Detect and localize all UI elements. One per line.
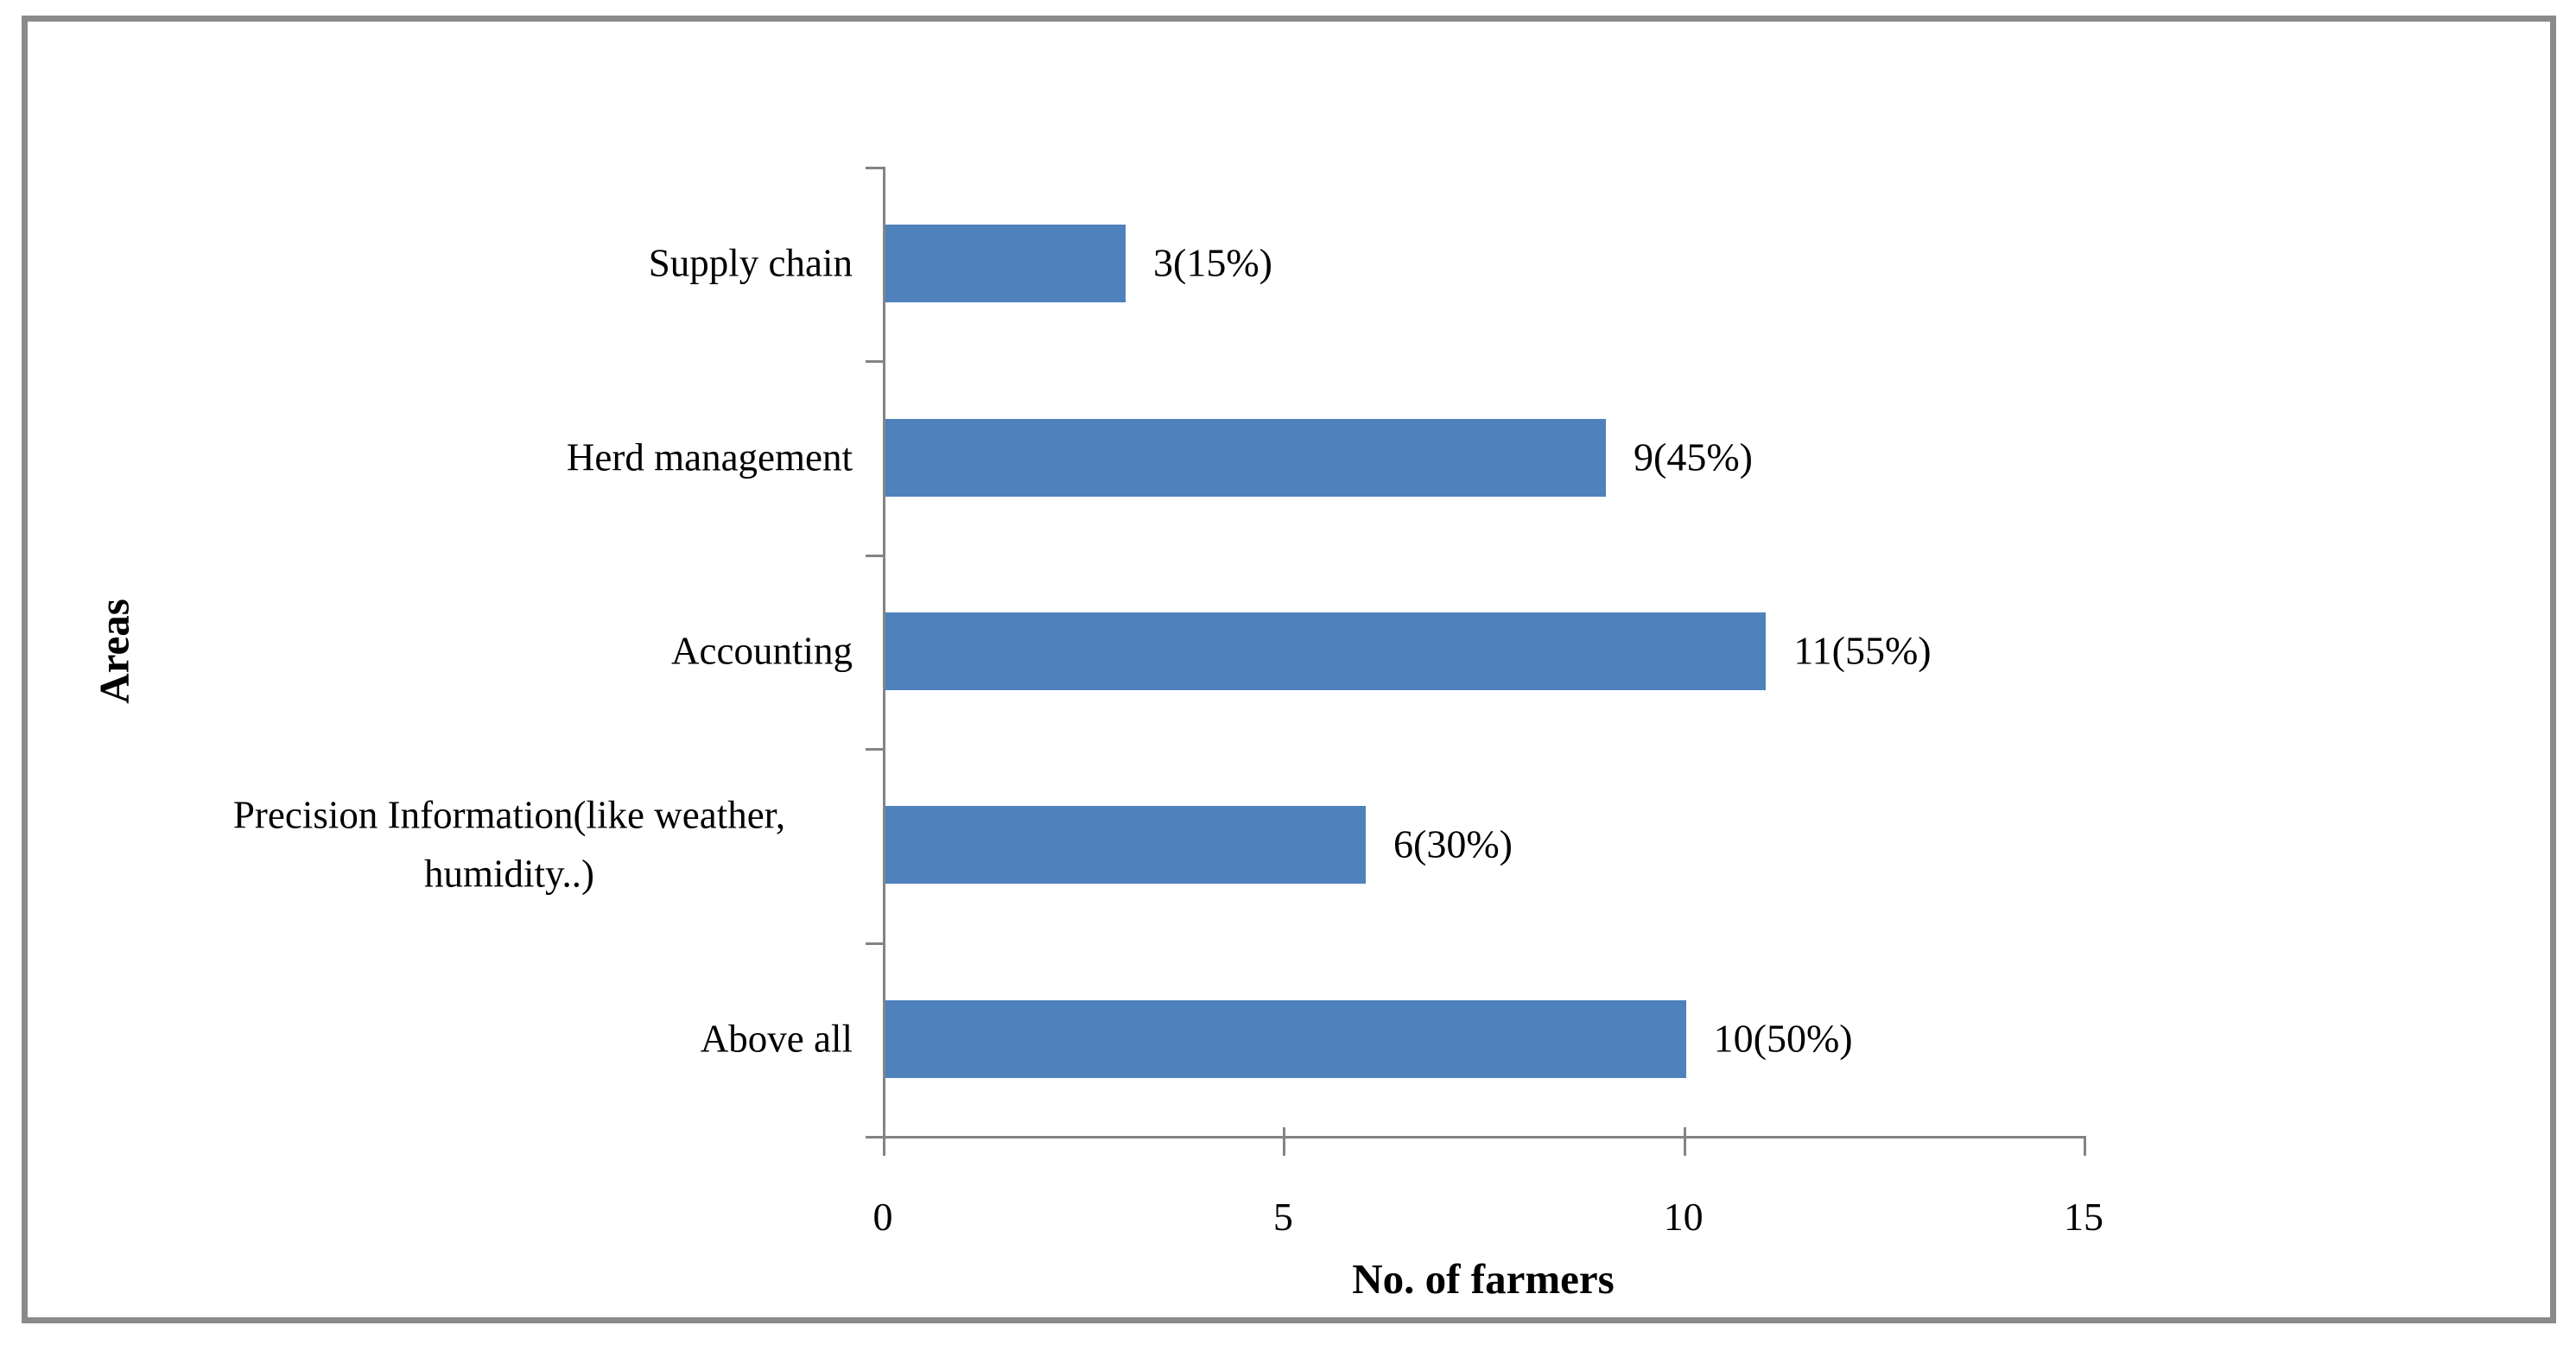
bar (885, 418, 1606, 497)
category-label: Supply chain (648, 241, 853, 285)
x-axis-line (866, 1136, 2086, 1139)
bar-value-label: 10(50%) (1713, 1016, 1853, 1061)
x-axis-tick (2084, 1136, 2086, 1156)
x-axis-tick (1283, 1127, 1286, 1156)
x-tick-label: 5 (1272, 1195, 1293, 1239)
y-axis-tick (866, 748, 883, 752)
bar (885, 806, 1366, 885)
x-axis-tick (1683, 1127, 1686, 1156)
y-axis-tick (866, 554, 883, 557)
category-label: Herd management (566, 434, 853, 479)
x-axis-title: No. of farmers (1352, 1255, 1615, 1303)
y-axis-tick (866, 167, 883, 169)
y-axis-tick (866, 942, 883, 945)
bar-value-label: 6(30%) (1393, 821, 1513, 866)
bar-value-label: 3(15%) (1153, 240, 1272, 285)
bar-value-label: 9(45%) (1634, 434, 1753, 479)
x-tick-label: 10 (1663, 1195, 1704, 1239)
bar-value-label: 11(55%) (1793, 628, 1932, 673)
bar (885, 999, 1686, 1078)
y-axis-tick (866, 360, 883, 364)
x-tick-label: 0 (872, 1195, 893, 1239)
y-axis-title: Areas (90, 599, 138, 704)
category-label: Above all (700, 1017, 853, 1061)
y-axis-line (883, 167, 885, 1156)
category-label: Precision Information(like weather, humi… (232, 793, 786, 896)
bar (885, 612, 1767, 690)
x-tick-label: 15 (2064, 1195, 2103, 1239)
category-label: Accounting (671, 629, 853, 673)
bar (885, 225, 1126, 303)
